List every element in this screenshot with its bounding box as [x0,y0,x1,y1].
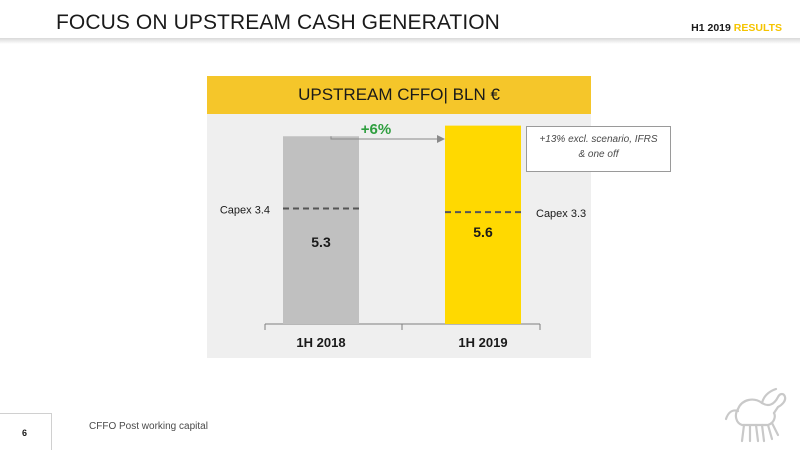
six-legged-dog-logo-icon [724,387,787,443]
chart-title-band [207,76,591,114]
category-label-1: 1H 2019 [458,335,507,350]
chart-title: UPSTREAM CFFO| BLN € [298,85,500,104]
page-title: FOCUS ON UPSTREAM CASH GENERATION [56,11,500,34]
growth-arrow-line [330,136,437,140]
note-line-1: +13% excl. scenario, IFRS [539,134,658,145]
capex-label-0: Capex 3.4 [220,205,270,217]
footnote: CFFO Post working capital [89,421,208,432]
chart-panel [207,76,591,358]
category-label-0: 1H 2018 [296,335,345,350]
results-label: H1 2019 RESULTS [691,22,782,34]
bar-value-label-1: 5.6 [473,224,493,240]
bar-0 [283,136,359,324]
capex-label-1: Capex 3.3 [536,208,586,220]
page-number-box [0,413,52,450]
bar-1 [445,125,521,324]
header-divider [0,38,800,44]
results-accent-label: RESULTS [733,22,782,34]
growth-arrow-head [437,135,445,143]
note-callout: +13% excl. scenario, IFRS & one off [526,126,671,172]
growth-label: +6% [361,121,391,138]
note-line-2: & one off [578,149,619,160]
page-number: 6 [22,428,28,438]
bar-value-label-0: 5.3 [311,234,331,250]
period-label: H1 2019 [691,22,731,34]
